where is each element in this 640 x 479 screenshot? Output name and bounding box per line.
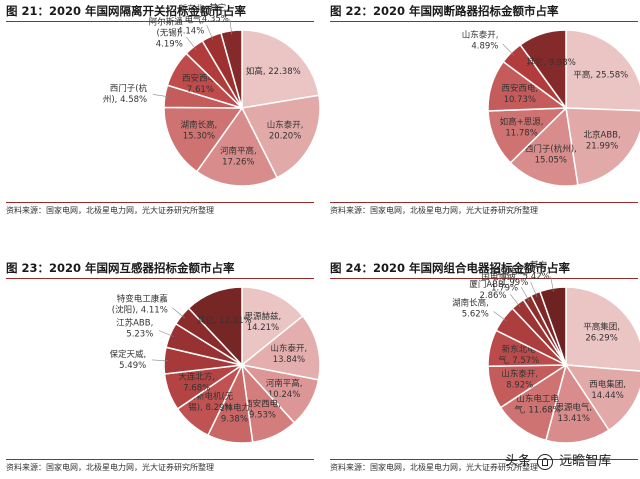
- pie-label: 国电博纳, 1.79%: [481, 271, 518, 293]
- pie-label: 特变电工, 1.99%: [492, 266, 529, 288]
- pie-chart-fig24: 平高集团, 26.29% 西电集团, 14.44%思源电气, 13.41%山东电工电气,…: [452, 260, 640, 444]
- pie-label: 湖南长高, 5.62%: [452, 297, 489, 319]
- leader-line: [493, 311, 507, 322]
- pie-slice: [240, 94, 321, 179]
- pie-label: 河南平高, 10.24%: [266, 378, 303, 400]
- leader-line: [520, 286, 530, 302]
- leader-line: [502, 43, 515, 56]
- pie-chart-fig23: 思源赫兹, 14.21% 山东泰开, 13.84% 河南平高, 10.24%西安西电, 9.…: [109, 286, 321, 444]
- pie-label: 江苏ABB, 5.23%: [116, 318, 153, 340]
- pie-label: 如高, 22.38%: [246, 66, 301, 77]
- chart-title: 图 21：2020 年国网隔离开关招标金额市占率: [6, 4, 247, 18]
- chart-title: 图 22：2020 年国网断路器招标金额市占率: [330, 4, 559, 18]
- pie-label: 西门子(杭州), 15.05%: [525, 143, 577, 165]
- pie-slice: [544, 363, 610, 444]
- pie-slice: [564, 364, 640, 432]
- leader-line: [510, 294, 521, 308]
- title-rule: [330, 278, 638, 279]
- pie-slice: [565, 107, 640, 186]
- chart-panel-fig22: 图 22：2020 年国网断路器招标金额市占率 平高, 25.58% 北京ABB,…: [330, 0, 640, 222]
- pie-label: 思源赫兹, 14.21%: [245, 311, 282, 333]
- pie-slice: [565, 29, 640, 112]
- pie-slice: [241, 29, 320, 109]
- leader-line: [206, 25, 214, 41]
- pie-label: 西安西电, 7.61%: [182, 73, 219, 95]
- pie-label: 大连北方, 7.68%: [178, 371, 215, 393]
- source-rule: [330, 202, 638, 203]
- pie-label: 湖南长高, 15.30%: [181, 120, 218, 142]
- pie-label: 北京ABB, 21.99%: [584, 130, 621, 152]
- source-note: 资料来源：国家电网，北极星电力网，光大证券研究所整理: [6, 206, 214, 215]
- title-rule: [330, 21, 638, 22]
- pie-label: 西安西电, 10.73%: [501, 83, 538, 105]
- pie-label: 西电集团, 14.44%: [589, 379, 626, 401]
- pie-label: 山东泰开, 13.84%: [271, 343, 308, 365]
- pie-label: 山东泰开, 4.89%: [462, 29, 499, 51]
- source-rule: [6, 202, 314, 203]
- pie-label: 山东电工电气, 11.68%: [514, 394, 560, 416]
- pie-label: 西安西电, 9.53%: [244, 398, 281, 420]
- chart-panel-fig24: 图 24：2020 年国网组合电器招标金额市占率 平高集团, 26.29% 西电集团…: [330, 257, 640, 479]
- chart-panel-fig21: 图 21：2020 年国网隔离开关招标金额市占率 如高, 22.38% 山东泰开,…: [6, 0, 321, 222]
- pie-label: 新东北电气, 4.14%: [177, 4, 205, 37]
- pie-label: 河南平高, 17.26%: [220, 146, 257, 168]
- pie-label: 山东泰开, 8.92%: [501, 369, 538, 391]
- pie-slice: [241, 286, 304, 367]
- pie-label: 如高+思源, 11.78%: [500, 117, 544, 139]
- leader-line: [229, 18, 233, 35]
- pie-slice: [519, 29, 567, 111]
- watermark: 头条 远瞻智库: [505, 450, 611, 470]
- pie-label: 阿尔斯通(无锡), 4.19%: [149, 17, 184, 50]
- pie-label: 保定天威, 5.49%: [109, 349, 146, 371]
- leader-line: [530, 282, 538, 298]
- source-note: 资料来源：国家电网，北极星电力网，光大证券研究所整理: [330, 463, 538, 472]
- source-note: 资料来源：国家电网，北极星电力网，光大证券研究所整理: [6, 463, 214, 472]
- leader-line: [186, 37, 197, 50]
- logo-icon: [537, 453, 554, 470]
- leader-line: [158, 330, 174, 337]
- watermark-suffix: 远瞻智库: [559, 454, 612, 469]
- source-rule: [6, 459, 314, 460]
- pie-slice: [565, 286, 640, 372]
- pie-label: 平高, 25.58%: [573, 69, 628, 80]
- pie-slice: [240, 315, 321, 381]
- pie-label: 其它, 5.42%: [523, 260, 550, 282]
- source-note: 资料来源：国家电网，北极星电力网，光大证券研究所整理: [330, 206, 538, 215]
- pie-slice: [195, 106, 279, 187]
- pie-label: 日新电机(无锡), 8.29%: [187, 391, 233, 413]
- pie-label: 西门子(杭州), 4.58%: [103, 83, 148, 105]
- pie-chart-fig21: 如高, 22.38% 山东泰开, 20.20% 河南平高, 17.26%湖南长高, 15.…: [103, 2, 321, 187]
- source-rule: [330, 459, 638, 460]
- title-rule: [6, 278, 314, 279]
- pie-label: 桂林电力, 9.38%: [216, 402, 253, 424]
- leader-line: [550, 276, 554, 293]
- pie-label: 思源电气, 13.41%: [555, 402, 592, 424]
- pie-label: 特变电工康嘉(沈阳), 4.11%: [112, 294, 168, 316]
- pie-label: 山东泰开, 20.20%: [267, 119, 304, 141]
- leader-line: [172, 307, 185, 319]
- chart-title: 图 24：2020 年国网组合电器招标金额市占率: [330, 261, 571, 275]
- pie-chart-fig22: 平高, 25.58% 北京ABB, 21.99% 西门子(杭州), 15.05% 如高+思…: [462, 29, 640, 187]
- pie-label: 平高集团, 26.29%: [583, 322, 620, 344]
- pie-label: 厦门ABB, 2.86%: [469, 279, 506, 301]
- pie-label: 其它, 12.01%: [197, 315, 252, 326]
- pie-slice: [187, 286, 243, 367]
- chart-panel-fig23: 图 23：2020 年国网互感器招标金额市占率 思源赫兹, 14.21% 山东泰开,…: [6, 257, 321, 479]
- title-rule: [6, 21, 314, 22]
- pie-label: 新东北电气, 7.57%: [498, 344, 539, 366]
- chart-title: 图 23：2020 年国网互感器招标金额市占率: [6, 261, 235, 275]
- watermark-prefix: 头条: [505, 454, 532, 469]
- pie-label: 其它, 9.98%: [526, 57, 575, 68]
- leader-line: [152, 94, 169, 98]
- leader-line: [152, 359, 169, 362]
- pie-label: 其它, 4.35%: [202, 2, 229, 24]
- pie-slice: [509, 106, 579, 187]
- pie-slice: [163, 106, 244, 173]
